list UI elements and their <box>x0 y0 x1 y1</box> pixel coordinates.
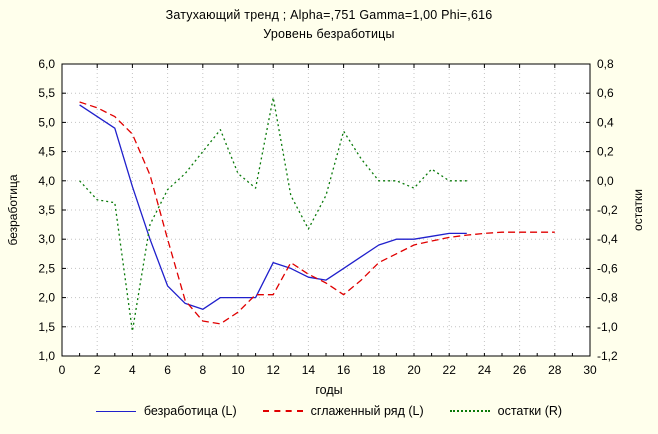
x-tick-label: 28 <box>548 363 562 377</box>
y-right-tick-label: -0,6 <box>597 261 618 275</box>
unemployment-line-sample-icon <box>95 410 136 412</box>
legend-item-smoothed: сглаженный ряд (L) <box>262 404 424 418</box>
legend: безработица (L) сглаженный ряд (L) остат… <box>0 404 658 418</box>
x-tick-label: 14 <box>302 363 316 377</box>
x-tick-label: 8 <box>199 363 206 377</box>
y-right-tick-label: -0,8 <box>597 291 618 305</box>
y-right-tick-label: -0,4 <box>597 232 618 246</box>
x-tick-label: 12 <box>267 363 281 377</box>
y-right-tick-label: -1,2 <box>597 349 618 363</box>
grid-layer <box>63 65 589 355</box>
y-right-tick-label: -0,2 <box>597 203 618 217</box>
series-residuals <box>79 96 467 332</box>
plot-area <box>61 63 591 357</box>
x-tick-label: 10 <box>231 363 245 377</box>
y-left-tick-label: 3,0 <box>38 232 55 246</box>
tick-label-layer: 0 2 4 6 8 10 12 14 16 18 20 22 24 26 28 306,0 0,85,5 0,65… <box>38 57 618 377</box>
plot-frame <box>61 63 591 357</box>
chart-subtitle: Уровень безработицы <box>263 27 395 41</box>
series-layer <box>79 96 555 332</box>
y-right-tick-label: -1,0 <box>597 320 618 334</box>
left-axis-title: безработица <box>6 174 20 245</box>
x-tick-label: 4 <box>129 363 136 377</box>
y-right-tick-label: 0,0 <box>597 174 614 188</box>
chart-title: Затухающий тренд ; Alpha=,751 Gamma=1,00… <box>165 8 493 22</box>
x-tick-label: 0 <box>59 363 66 377</box>
smoothed-line-sample-icon <box>262 410 303 412</box>
y-right-tick-label: 0,2 <box>597 145 614 159</box>
y-left-tick-label: 4,5 <box>38 145 55 159</box>
y-right-tick-label: 0,6 <box>597 86 614 100</box>
y-left-tick-label: 6,0 <box>38 57 55 71</box>
y-left-tick-label: 5,5 <box>38 86 55 100</box>
x-tick-label: 2 <box>94 363 101 377</box>
right-axis-title: остатки <box>631 189 645 231</box>
x-tick-label: 30 <box>583 363 597 377</box>
x-tick-label: 24 <box>478 363 492 377</box>
x-tick-label: 22 <box>443 363 457 377</box>
y-left-tick-label: 2,5 <box>38 261 55 275</box>
y-right-tick-label: 0,8 <box>597 57 614 71</box>
y-left-tick-label: 1,5 <box>38 320 55 334</box>
legend-item-residuals: остатки (R) <box>449 404 563 418</box>
x-tick-label: 26 <box>513 363 527 377</box>
legend-label-residuals: остатки (R) <box>497 404 563 418</box>
series-unemployment <box>79 104 467 310</box>
legend-item-unemployment: безработица (L) <box>95 404 237 418</box>
legend-label-smoothed: сглаженный ряд (L) <box>310 404 424 418</box>
y-left-tick-label: 3,5 <box>38 203 55 217</box>
x-tick-label: 6 <box>164 363 171 377</box>
legend-label-unemployment: безработица (L) <box>143 404 237 418</box>
residuals-line-sample-icon <box>449 410 490 412</box>
x-tick-label: 16 <box>337 363 351 377</box>
y-right-tick-label: 0,4 <box>597 115 614 129</box>
x-tick-label: 20 <box>407 363 421 377</box>
y-left-tick-label: 5,0 <box>38 115 55 129</box>
y-left-tick-label: 4,0 <box>38 174 55 188</box>
series-smoothed <box>79 101 555 325</box>
x-axis-title: годы <box>315 383 343 397</box>
tick-layer <box>62 63 590 357</box>
y-left-tick-label: 1,0 <box>38 349 55 363</box>
x-tick-label: 18 <box>372 363 386 377</box>
y-left-tick-label: 2,0 <box>38 291 55 305</box>
